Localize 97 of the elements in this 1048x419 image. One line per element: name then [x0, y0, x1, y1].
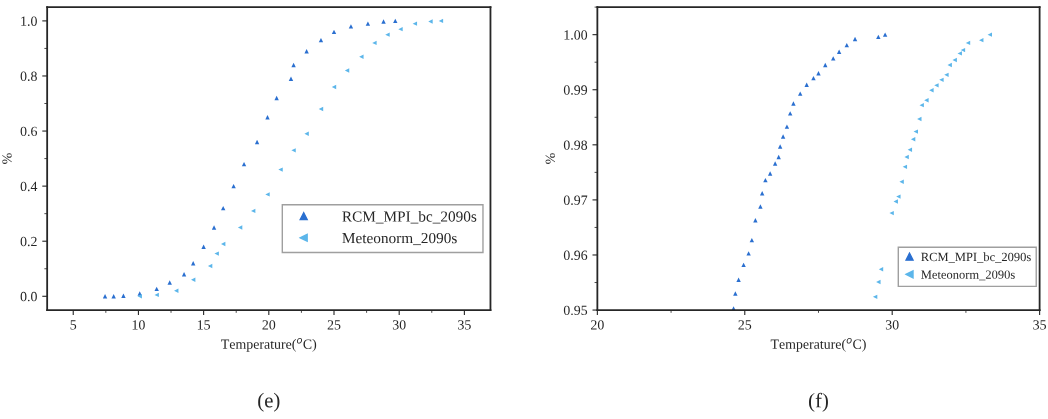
point [947, 62, 952, 68]
point [878, 267, 884, 272]
y-tick-label: 0.4 [20, 181, 38, 192]
point [304, 131, 309, 136]
x-tick-label: 15 [197, 320, 211, 330]
point [889, 210, 894, 216]
point [776, 154, 781, 160]
x-tick-label: 30 [885, 320, 899, 330]
y-tick-label: 0.96 [563, 250, 588, 260]
point [917, 116, 922, 122]
point [987, 32, 992, 37]
y-tick-label: 0.0 [20, 291, 37, 302]
point [772, 161, 778, 166]
point [844, 42, 849, 48]
legend-label: Meteonorm_2090s [921, 270, 1015, 281]
point [381, 19, 386, 24]
point [767, 171, 773, 176]
point [939, 77, 944, 83]
y-tick-label: 1.00 [564, 30, 588, 40]
point [736, 277, 741, 282]
y-tick-label: 0.99 [563, 85, 588, 95]
y-tick-label: 0.6 [20, 126, 38, 137]
point [385, 32, 390, 37]
point [876, 279, 881, 285]
point [438, 18, 444, 24]
point [944, 72, 949, 78]
point [899, 179, 904, 184]
point [278, 167, 283, 172]
point [907, 147, 913, 152]
text: (f) [809, 392, 828, 412]
point [348, 24, 354, 29]
point [365, 21, 371, 26]
y-tick-label: 0.8 [20, 71, 37, 81]
point [876, 34, 881, 40]
point [836, 49, 842, 54]
legend-label: RCM_MPI_bc_2090s [342, 210, 477, 224]
x-tick-label: 35 [458, 320, 471, 330]
x-tick-label: 20 [262, 320, 276, 330]
point [398, 26, 403, 32]
point [952, 57, 957, 63]
point [882, 32, 888, 37]
point [780, 134, 786, 139]
point [784, 124, 790, 129]
point [804, 82, 809, 87]
point [288, 76, 294, 81]
point [733, 291, 738, 296]
x-tick-label: 35 [1033, 320, 1047, 330]
point [896, 194, 901, 199]
point [831, 56, 836, 61]
point [154, 286, 159, 292]
point [924, 98, 929, 103]
x-tick-label: 5 [70, 320, 77, 330]
point [893, 199, 898, 204]
y-tick-label: 0.2 [20, 236, 37, 247]
point [412, 21, 418, 26]
point [359, 54, 364, 59]
point [291, 148, 296, 153]
point [957, 51, 962, 56]
point [201, 244, 206, 249]
point [167, 280, 172, 285]
x-tick-label: 25 [327, 320, 341, 330]
point [791, 101, 796, 106]
point [211, 225, 217, 230]
point [823, 62, 828, 68]
y-tick-label: 0.98 [563, 140, 588, 150]
point [919, 102, 924, 108]
point [934, 83, 939, 88]
x-tick-label: 30 [392, 320, 406, 330]
point [913, 129, 918, 134]
point [372, 40, 377, 46]
point [758, 204, 763, 209]
x-tick-label: 25 [738, 320, 752, 330]
point [777, 144, 783, 149]
point [428, 19, 433, 24]
y-axis-title: % [545, 153, 555, 164]
y-tick-label: 1.0 [21, 16, 37, 26]
x-tick-label: 20 [591, 320, 604, 330]
y-tick-label: 0.97 [563, 195, 588, 205]
point [121, 293, 126, 298]
x-axis-title: Temperature($^{o}$C) [770, 337, 866, 352]
point [902, 164, 908, 170]
point [904, 154, 909, 160]
point [798, 91, 803, 96]
text: (e) [258, 392, 280, 412]
x-tick-label: 10 [132, 320, 145, 330]
legend-label: RCM_MPI_bc_2090s [921, 252, 1031, 263]
point [154, 292, 159, 298]
point [214, 251, 219, 256]
y-tick-label: 0.95 [563, 305, 588, 316]
point [746, 251, 751, 256]
point [929, 88, 934, 93]
y-axis-title: % [2, 153, 12, 164]
point [393, 18, 398, 24]
point [265, 192, 270, 197]
x-axis-title: Temperature($^{o}$C) [221, 337, 317, 352]
point [787, 111, 793, 116]
legend-label: Meteonorm_2090s [342, 232, 457, 246]
